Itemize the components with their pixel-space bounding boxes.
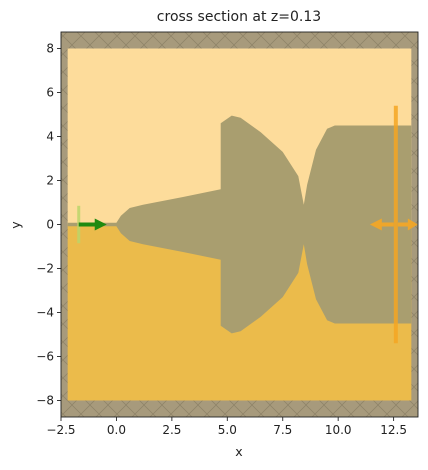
x-tick-label: 12.5: [380, 423, 407, 437]
monitor-arrow-left: [369, 218, 394, 231]
y-tick-label: 6: [46, 86, 54, 100]
y-tick-label: 8: [46, 42, 54, 56]
y-axis-ticks: 8 6 4 2 0 −2 −4 −6 −8: [36, 42, 61, 408]
monitor-arrow-right: [397, 218, 418, 231]
x-axis-label: x: [235, 444, 242, 459]
x-tick-label: 5.0: [218, 423, 237, 437]
monitor-marker: [369, 105, 418, 344]
y-tick-label: −2: [36, 262, 54, 276]
y-tick-label: 0: [46, 218, 54, 232]
x-tick-label: −2.5: [46, 423, 75, 437]
x-tick-label: 2.5: [162, 423, 181, 437]
chart-title: cross section at z=0.13: [157, 9, 321, 25]
x-axis-ticks: −2.5 0.0 2.5 5.0 7.5 10.0 12.5: [46, 417, 407, 437]
x-tick-label: 7.5: [273, 423, 292, 437]
y-tick-label: 2: [46, 174, 54, 188]
source-arrow: [78, 218, 107, 231]
source-marker: [77, 205, 107, 244]
y-tick-label: −8: [36, 394, 54, 408]
y-tick-label: −4: [36, 306, 54, 320]
x-tick-label: 0.0: [107, 423, 126, 437]
y-axis-label: y: [8, 221, 23, 229]
y-tick-label: 4: [46, 130, 54, 144]
y-tick-label: −6: [36, 350, 54, 364]
waveguide-structure: [67, 115, 412, 334]
x-tick-label: 10.0: [325, 423, 352, 437]
plot-area: [61, 32, 418, 417]
